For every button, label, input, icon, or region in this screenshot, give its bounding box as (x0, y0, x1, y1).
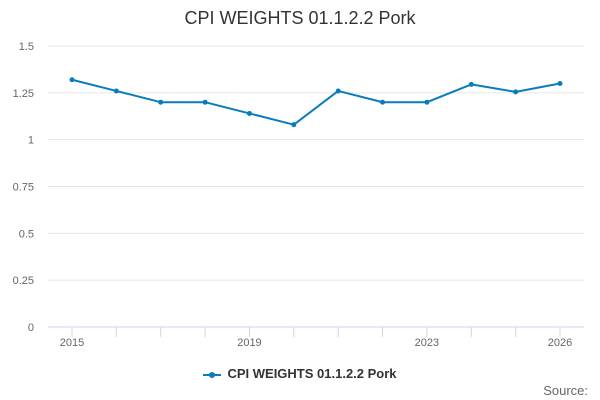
y-axis: 0 0.25 0.5 0.75 1 1.25 1.5 (13, 41, 34, 334)
y-tick-label: 0.25 (13, 275, 34, 287)
x-tick-label: 2019 (237, 337, 261, 349)
legend[interactable]: CPI WEIGHTS 01.1.2.2 Pork (0, 366, 600, 381)
data-point (513, 89, 519, 95)
data-point (69, 77, 75, 83)
data-point (380, 99, 386, 105)
series-layer (69, 77, 563, 128)
credits[interactable]: Source: (543, 383, 588, 398)
series-line (71, 78, 561, 126)
data-point (291, 122, 297, 128)
legend-label: CPI WEIGHTS 01.1.2.2 Pork (227, 366, 397, 381)
data-point (158, 99, 164, 105)
x-axis: 2015 2019 2023 2026 (60, 327, 572, 349)
y-tick-label: 1.5 (19, 41, 34, 53)
data-point (246, 110, 252, 116)
data-point (202, 99, 208, 105)
legend-swatch (203, 371, 222, 378)
chart-title: CPI WEIGHTS 01.1.2.2 Pork (184, 8, 416, 28)
x-tick-label: 2026 (548, 337, 572, 349)
data-point (113, 88, 119, 94)
y-tick-label: 1.25 (13, 88, 34, 100)
y-tick-label: 0.75 (13, 182, 34, 194)
y-tick-label: 1 (28, 135, 34, 147)
x-tick-label: 2023 (415, 337, 439, 349)
y-tick-label: 0.5 (19, 228, 34, 240)
y-tick-label: 0 (28, 322, 34, 334)
data-point (424, 99, 430, 105)
x-tick-label: 2015 (60, 337, 84, 349)
data-point (557, 80, 563, 86)
data-point (335, 88, 341, 94)
data-point (468, 81, 474, 87)
gridlines (48, 45, 584, 328)
